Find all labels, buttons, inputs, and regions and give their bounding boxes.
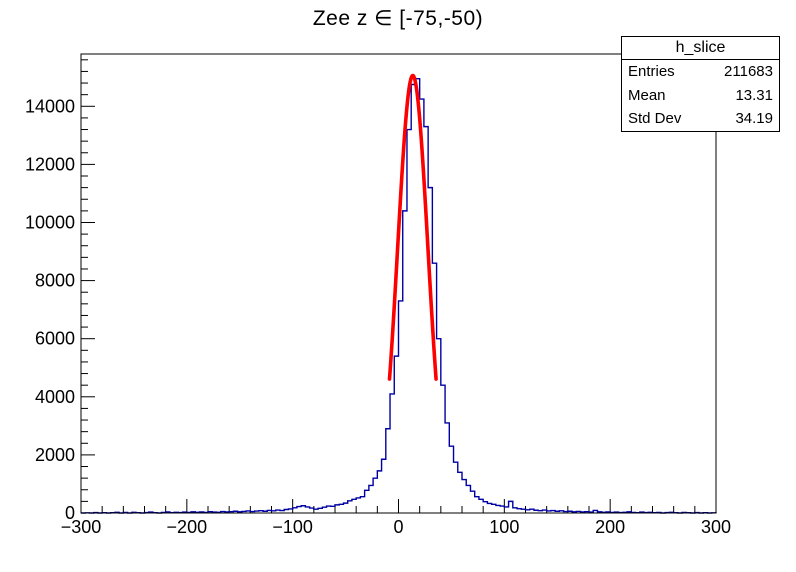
- stats-mean-value: 13.31: [735, 86, 773, 104]
- stats-row-stddev: Std Dev 34.19: [622, 107, 779, 131]
- stats-row-mean: Mean 13.31: [622, 84, 779, 108]
- stats-row-entries: Entries 211683: [622, 60, 779, 84]
- stats-stddev-label: Std Dev: [628, 110, 682, 128]
- y-tick-label: 14000: [25, 96, 75, 116]
- x-tick-label: 300: [701, 517, 731, 537]
- x-tick-label: −100: [272, 517, 313, 537]
- x-tick-label: 0: [393, 517, 403, 537]
- x-tick-label: −200: [167, 517, 208, 537]
- x-tick-label: 200: [595, 517, 625, 537]
- stats-mean-label: Mean: [628, 86, 666, 104]
- stats-box-title: h_slice: [622, 37, 779, 60]
- histogram-line: [81, 77, 717, 514]
- y-tick-label: 10000: [25, 212, 75, 232]
- stats-entries-label: Entries: [628, 63, 675, 81]
- y-tick-label: 12000: [25, 154, 75, 174]
- y-tick-label: 2000: [35, 445, 75, 465]
- y-tick-label: 8000: [35, 271, 75, 291]
- x-tick-label: −300: [61, 517, 102, 537]
- plot-frame: [80, 53, 717, 514]
- y-tick-label: 0: [65, 503, 75, 523]
- stats-stddev-value: 34.19: [735, 110, 773, 128]
- stats-box: h_slice Entries 211683 Mean 13.31 Std De…: [621, 36, 780, 132]
- y-tick-label: 6000: [35, 329, 75, 349]
- y-tick-label: 4000: [35, 387, 75, 407]
- fit-curve: [387, 73, 438, 381]
- stats-entries-value: 211683: [724, 63, 773, 81]
- plot-title: Zee z ∈ [-75,-50): [312, 7, 484, 30]
- x-tick-label: 100: [489, 517, 519, 537]
